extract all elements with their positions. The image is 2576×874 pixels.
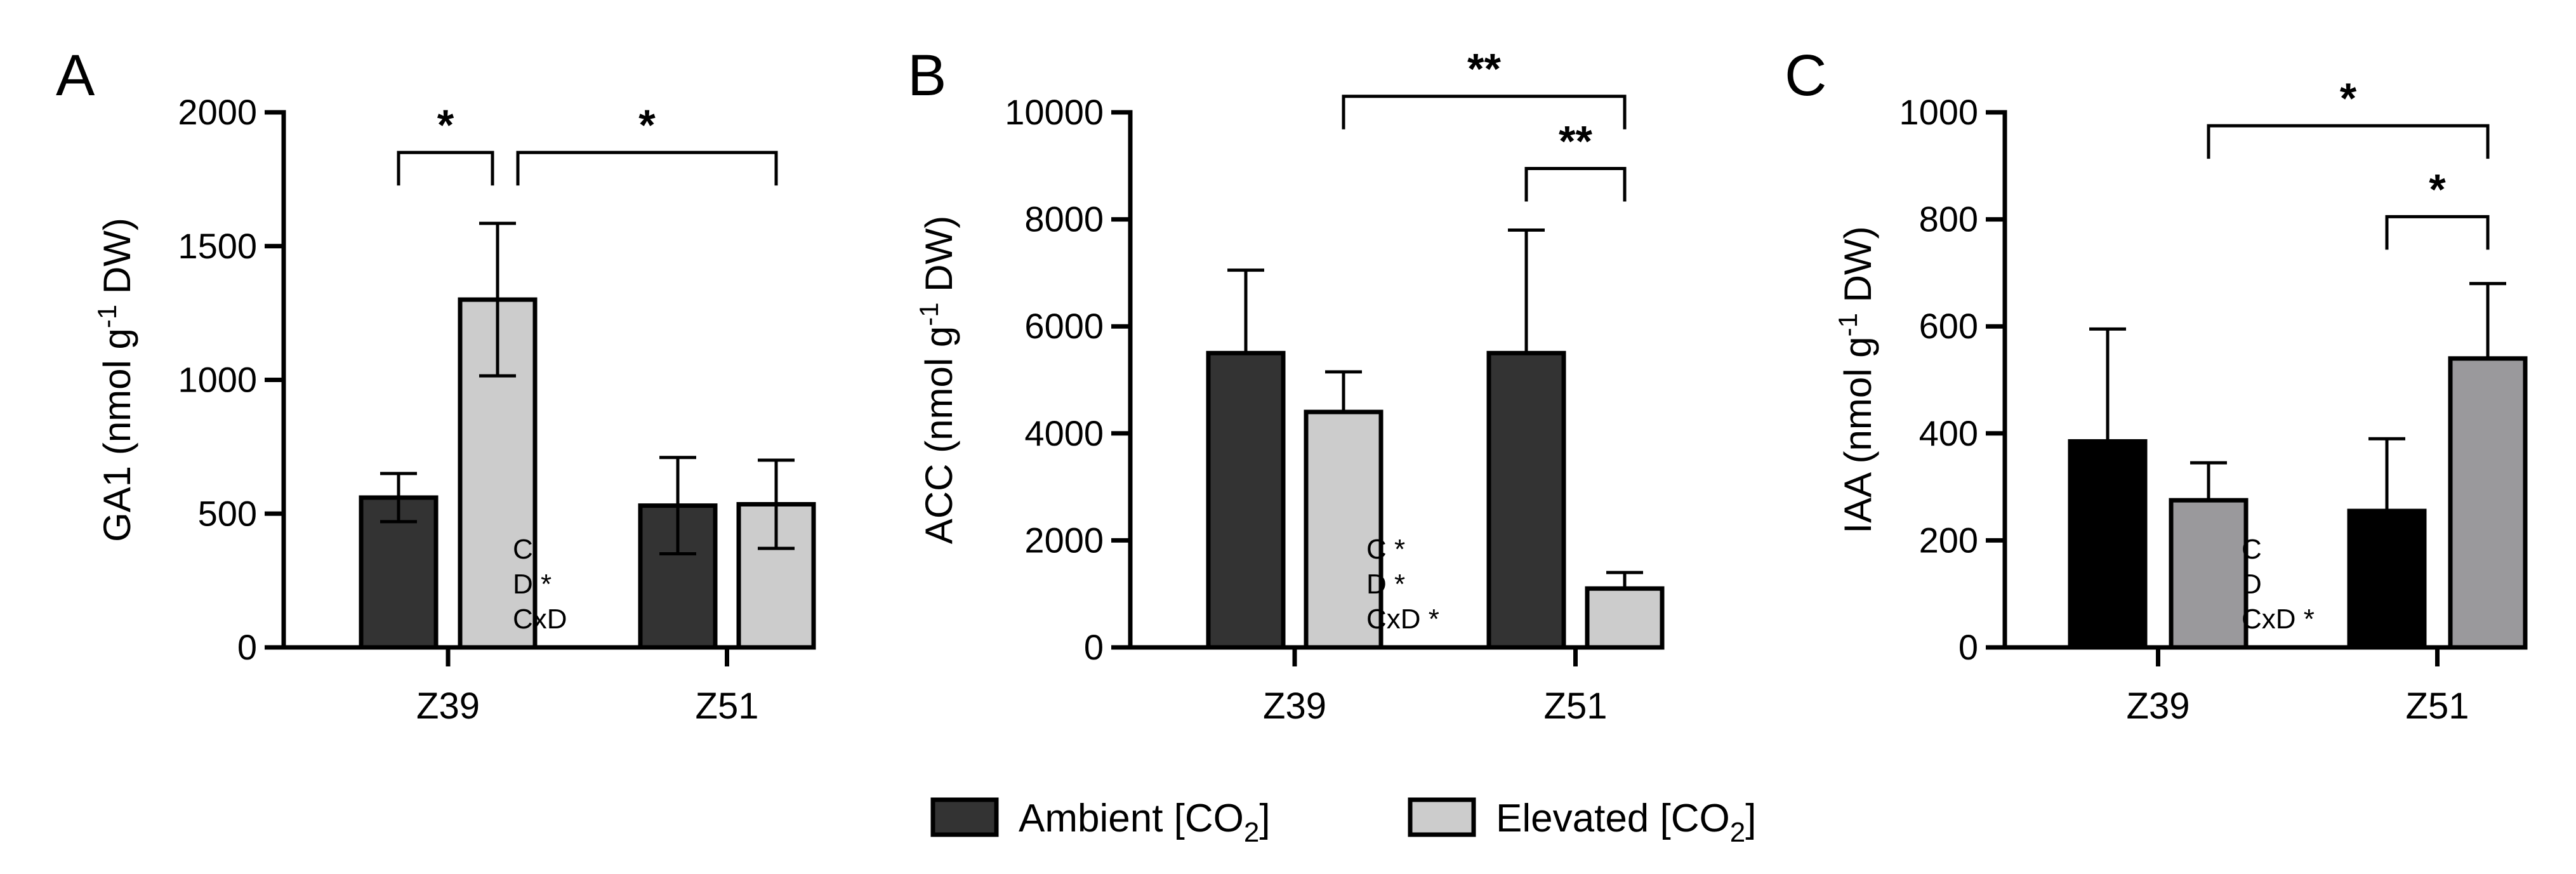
bar-elevated-Z51 bbox=[2448, 356, 2528, 650]
y-tick-label: 0 bbox=[237, 627, 257, 667]
legend-label: Elevated [CO2] bbox=[1496, 797, 1756, 848]
stat-annotation: C bbox=[2242, 534, 2262, 565]
panel-letter: B bbox=[908, 43, 946, 108]
y-tick-label: 0 bbox=[1958, 627, 1978, 667]
y-axis-label: GA1 (nmol g-1 DW) bbox=[92, 218, 138, 542]
legend-swatch bbox=[930, 797, 999, 837]
bar-ambient-Z39 bbox=[1206, 350, 1286, 650]
significance-bracket bbox=[1524, 167, 1627, 202]
y-tick-label: 8000 bbox=[1024, 199, 1104, 239]
y-axis-label: IAA (nmol g-1 DW) bbox=[1833, 226, 1879, 533]
y-tick-label: 6000 bbox=[1024, 306, 1104, 346]
panel-A: A 0 500 1000 1500 2000 GA1 (nmol g-1 DW) Z39 Z51… bbox=[56, 43, 816, 727]
legend-label: Ambient [CO2] bbox=[1019, 797, 1271, 848]
significance-label: * bbox=[2340, 74, 2357, 122]
significance-label: * bbox=[437, 101, 454, 149]
stat-annotation: CxD * bbox=[2242, 604, 2315, 635]
stat-annotation: C bbox=[513, 534, 533, 565]
x-tick-label: Z51 bbox=[696, 685, 759, 727]
bar-ambient-Z51 bbox=[1486, 350, 1566, 650]
panel-letter: A bbox=[56, 43, 95, 108]
x-tick-label: Z51 bbox=[1544, 685, 1608, 727]
bar-elevated-Z39 bbox=[1304, 409, 1384, 650]
y-tick-label: 0 bbox=[1084, 627, 1104, 667]
y-tick-label: 400 bbox=[1919, 413, 1978, 453]
significance-bracket bbox=[2207, 124, 2490, 159]
y-tick-label: 800 bbox=[1919, 199, 1978, 239]
significance-label: * bbox=[2429, 165, 2446, 213]
y-tick-label: 200 bbox=[1919, 520, 1978, 560]
bar-ambient-Z51 bbox=[2347, 508, 2427, 650]
stat-annotation: D bbox=[2242, 569, 2262, 600]
y-tick-label: 600 bbox=[1919, 306, 1978, 346]
legend-swatch bbox=[1408, 797, 1476, 837]
y-tick-label: 2000 bbox=[178, 92, 257, 132]
y-tick-label: 500 bbox=[198, 493, 257, 533]
x-tick-label: Z39 bbox=[2127, 685, 2190, 727]
x-tick-label: Z51 bbox=[2406, 685, 2469, 727]
legend-item-ambient: Ambient [CO2] bbox=[930, 797, 1271, 848]
y-tick-label: 10000 bbox=[1005, 92, 1104, 132]
stat-annotation: CxD bbox=[513, 604, 567, 635]
x-tick-label: Z39 bbox=[1263, 685, 1326, 727]
y-tick-label: 1500 bbox=[178, 226, 257, 266]
significance-label: ** bbox=[1467, 45, 1501, 93]
y-tick-label: 4000 bbox=[1024, 413, 1104, 453]
legend: Ambient [CO2] Elevated [CO2] bbox=[930, 797, 1756, 848]
bar-elevated-Z51 bbox=[1585, 586, 1665, 650]
significance-label: ** bbox=[1559, 117, 1592, 166]
panel-B: B 0 2000 4000 6000 8000 10000 ACC (nmol g-1 DW)… bbox=[908, 43, 1665, 727]
significance-bracket bbox=[1342, 95, 1627, 129]
stat-annotation: D * bbox=[1366, 569, 1405, 600]
panel-C: C 0 200 400 600 800 1000 IAA (nmol g-1 DW) Z39 Z5… bbox=[1785, 43, 2528, 727]
significance-label: * bbox=[638, 101, 656, 149]
stat-annotation: D * bbox=[513, 569, 552, 600]
y-tick-label: 1000 bbox=[178, 360, 257, 400]
stat-annotation: CxD * bbox=[1366, 604, 1439, 635]
legend-item-elevated: Elevated [CO2] bbox=[1408, 797, 1756, 848]
y-tick-label: 2000 bbox=[1024, 520, 1104, 560]
stat-annotation: C * bbox=[1366, 534, 1405, 565]
significance-bracket bbox=[2385, 215, 2490, 250]
x-tick-label: Z39 bbox=[416, 685, 480, 727]
panel-letter: C bbox=[1785, 43, 1826, 108]
bar-elevated-Z39 bbox=[2169, 498, 2249, 650]
significance-bracket bbox=[516, 150, 778, 186]
y-axis-label: ACC (nmol g-1 DW) bbox=[914, 216, 960, 544]
bar-ambient-Z39 bbox=[2068, 439, 2148, 650]
y-tick-label: 1000 bbox=[1899, 92, 1978, 132]
significance-bracket bbox=[397, 150, 494, 186]
